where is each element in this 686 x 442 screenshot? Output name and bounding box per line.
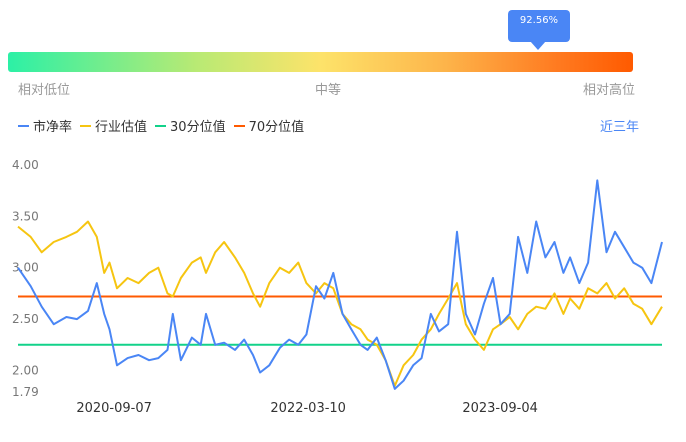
x-tick-label: 2023-09-04 <box>462 401 538 416</box>
legend-swatch-industry <box>80 124 92 127</box>
y-tick-label: 1.79 <box>12 385 39 399</box>
chart-legend: 市净率 行业估值 30分位值 70分位值 <box>18 116 312 135</box>
x-axis-ticks: 2020-09-07 2022-03-10 2023-09-04 <box>76 401 538 416</box>
series-line-pb <box>17 179 663 390</box>
legend-swatch-p30 <box>155 124 167 127</box>
y-tick-label: 3.50 <box>12 209 39 223</box>
legend-label-pb: 市净率 <box>33 120 73 135</box>
gauge-high-label: 相对高位 <box>583 83 636 98</box>
percentile-tooltip-pointer <box>530 41 546 50</box>
y-tick-label: 3.00 <box>12 261 39 275</box>
percentile-tooltip: 92.56% <box>508 10 570 42</box>
gauge-mid-label: 中等 <box>315 83 342 98</box>
legend-label-p30: 30分位值 <box>170 120 226 135</box>
y-tick-label: 2.00 <box>12 363 39 377</box>
legend-swatch-p70 <box>233 124 245 127</box>
x-tick-label: 2022-03-10 <box>270 401 346 416</box>
range-selector-3y[interactable]: 近三年 <box>600 120 640 135</box>
legend-swatch-pb <box>18 124 29 127</box>
legend-item-p70[interactable]: 70分位值 <box>233 116 305 135</box>
legend-item-p30[interactable]: 30分位值 <box>155 116 226 135</box>
legend-item-pb[interactable]: 市净率 <box>18 116 72 135</box>
legend-item-industry[interactable]: 行业估值 <box>80 116 147 135</box>
x-tick-label: 2020-09-07 <box>76 401 152 416</box>
y-tick-label: 4.00 <box>12 158 39 172</box>
percentile-value: 92.56% <box>519 15 559 26</box>
series-line-industry <box>17 220 663 387</box>
percentile-gauge-bar <box>8 52 633 72</box>
y-tick-label: 2.50 <box>12 312 39 326</box>
y-axis-ticks: 4.00 3.50 3.00 2.50 2.00 1.79 <box>12 158 39 399</box>
reference-lines <box>18 295 662 346</box>
legend-label-p70: 70分位值 <box>248 120 305 135</box>
series-lines <box>17 179 663 390</box>
gauge-low-label: 相对低位 <box>18 83 71 98</box>
legend-label-industry: 行业估值 <box>95 120 148 135</box>
